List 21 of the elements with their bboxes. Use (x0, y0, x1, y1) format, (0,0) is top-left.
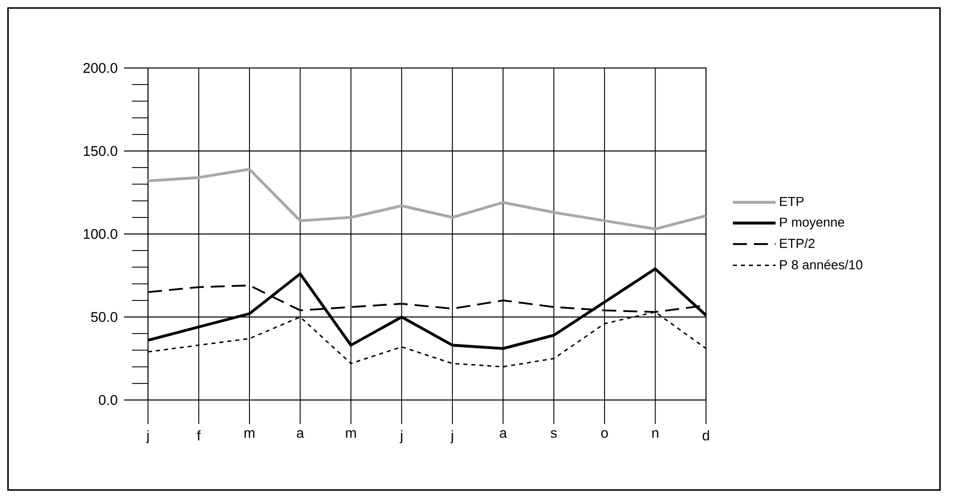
legend-label: P moyenne (780, 218, 844, 230)
y-tick-label: 150.0 (84, 146, 118, 156)
legend-label: P 8 années/10 (780, 260, 862, 270)
y-tick-label: 0.0 (98, 395, 118, 405)
x-tick-label: j (450, 430, 453, 444)
y-tick-label: 200.0 (83, 63, 118, 73)
x-tick-label: o (601, 430, 608, 438)
x-tick-label: s (550, 430, 557, 438)
y-tick-label: 50.0 (91, 312, 118, 322)
legend-label: ETP/2 (780, 238, 814, 248)
x-tick-label: f (196, 430, 201, 440)
x-tick-label: n (652, 430, 658, 438)
x-tick-label: a (500, 430, 507, 438)
x-tick-label: a (296, 430, 304, 438)
y-tick-label: 100.0 (84, 229, 118, 239)
x-tick-label: j (146, 430, 149, 444)
x-tick-label: j (400, 430, 402, 444)
x-tick-label: m (346, 430, 356, 438)
x-tick-label: m (244, 430, 254, 438)
legend-label: ETP (780, 196, 804, 206)
x-tick-label: d (702, 430, 709, 440)
